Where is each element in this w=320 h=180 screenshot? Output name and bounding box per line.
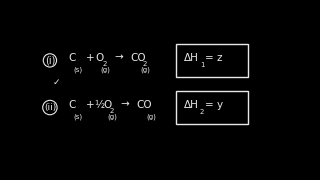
Text: →: →	[121, 100, 129, 110]
Text: (g): (g)	[101, 66, 111, 73]
Text: CO: CO	[137, 100, 152, 110]
Text: 1: 1	[200, 62, 204, 68]
Text: (g): (g)	[147, 113, 156, 120]
Text: O: O	[96, 53, 104, 63]
Text: (s): (s)	[74, 113, 83, 120]
Text: 2: 2	[110, 108, 114, 114]
Text: 2: 2	[200, 109, 204, 115]
Text: (i): (i)	[45, 55, 55, 65]
Text: = z: = z	[205, 53, 222, 63]
Text: ΔH: ΔH	[184, 100, 199, 110]
Text: C: C	[68, 53, 76, 63]
Text: (g): (g)	[108, 113, 117, 120]
Text: (g): (g)	[140, 66, 150, 73]
Text: 2: 2	[102, 61, 107, 67]
Text: (ii): (ii)	[44, 103, 56, 112]
Text: = y: = y	[205, 100, 223, 110]
Text: →: →	[115, 53, 123, 63]
Text: ½: ½	[95, 100, 105, 110]
Text: +: +	[86, 100, 94, 110]
Text: O: O	[103, 100, 111, 110]
Text: 2: 2	[143, 61, 147, 67]
Text: C: C	[68, 100, 76, 110]
Text: +: +	[86, 53, 94, 63]
Text: ✓: ✓	[52, 78, 60, 87]
Text: ΔH: ΔH	[184, 53, 199, 63]
Text: (s): (s)	[74, 66, 83, 73]
Text: CO: CO	[131, 53, 146, 63]
